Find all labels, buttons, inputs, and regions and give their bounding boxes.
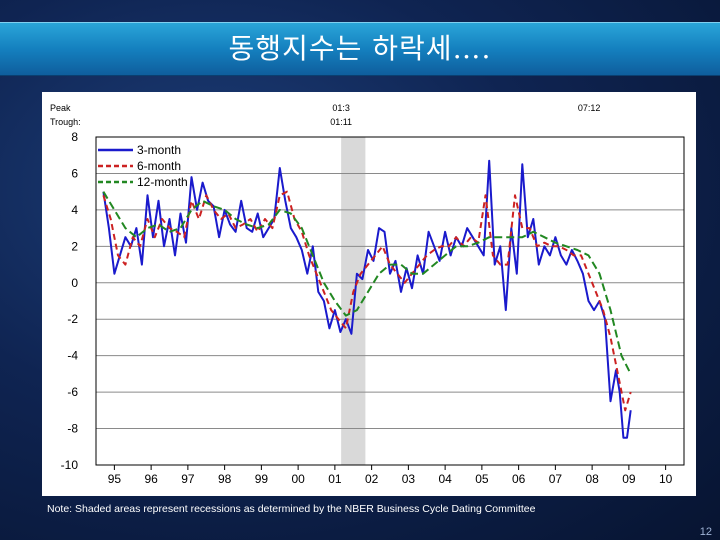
x-tick-label: 04 [438,472,452,486]
x-tick-label: 00 [291,472,305,486]
series-line-6-month [102,190,632,412]
x-tick-label: 01 [328,472,342,486]
trough-date-label: 01:11 [330,117,352,127]
trough-label: Trough: [50,117,81,127]
x-tick-label: 06 [512,472,526,486]
y-tick-label: 8 [71,130,78,144]
x-tick-label: 07 [549,472,563,486]
y-tick-label: -8 [67,422,78,436]
y-tick-label: -4 [67,349,78,363]
peak-label: Peak [50,103,71,113]
x-tick-label: 09 [622,472,636,486]
y-tick-label: 0 [71,276,78,290]
x-tick-label: 02 [365,472,379,486]
y-tick-label: 6 [71,166,78,180]
y-tick-label: 2 [71,239,78,253]
x-tick-label: 99 [255,472,269,486]
line-chart: 8 6 4 2 0 -2 -4 -6 -8 -10 95 96 97 98 99 00 01 02 03 04 05 06… [50,103,685,486]
peak-date-label: 07:12 [578,103,601,113]
legend-label: 6-month [137,159,181,173]
plot-frame [95,136,685,466]
legend-label: 12-month [137,175,188,189]
peak-date-label: 01:3 [332,103,350,113]
x-tick-label: 03 [402,472,416,486]
series-line-3-month [102,159,632,439]
page-number: 12 [699,526,712,538]
x-tick-label: 96 [144,472,158,486]
chart-footnote: Note: Shaded areas represent recessions … [47,503,536,515]
y-tick-label: 4 [71,203,78,217]
x-tick-label: 05 [475,472,489,486]
x-tick-label: 08 [585,472,599,486]
series-line-12-month [102,191,632,375]
title-bar: 동행지수는 하락세…. [0,22,720,76]
y-tick-label: -6 [67,385,78,399]
x-tick-label: 98 [218,472,232,486]
x-tick-label: 97 [181,472,195,486]
x-tick-label: 95 [108,472,122,486]
x-tick-label: 10 [659,472,673,486]
y-tick-label: -2 [67,312,78,326]
legend-label: 3-month [137,143,181,157]
y-tick-label: -10 [61,458,79,472]
chart-panel: 8 6 4 2 0 -2 -4 -6 -8 -10 95 96 97 98 99 00 01 02 03 04 05 06… [42,92,696,496]
slide-title: 동행지수는 하락세…. [228,32,492,65]
